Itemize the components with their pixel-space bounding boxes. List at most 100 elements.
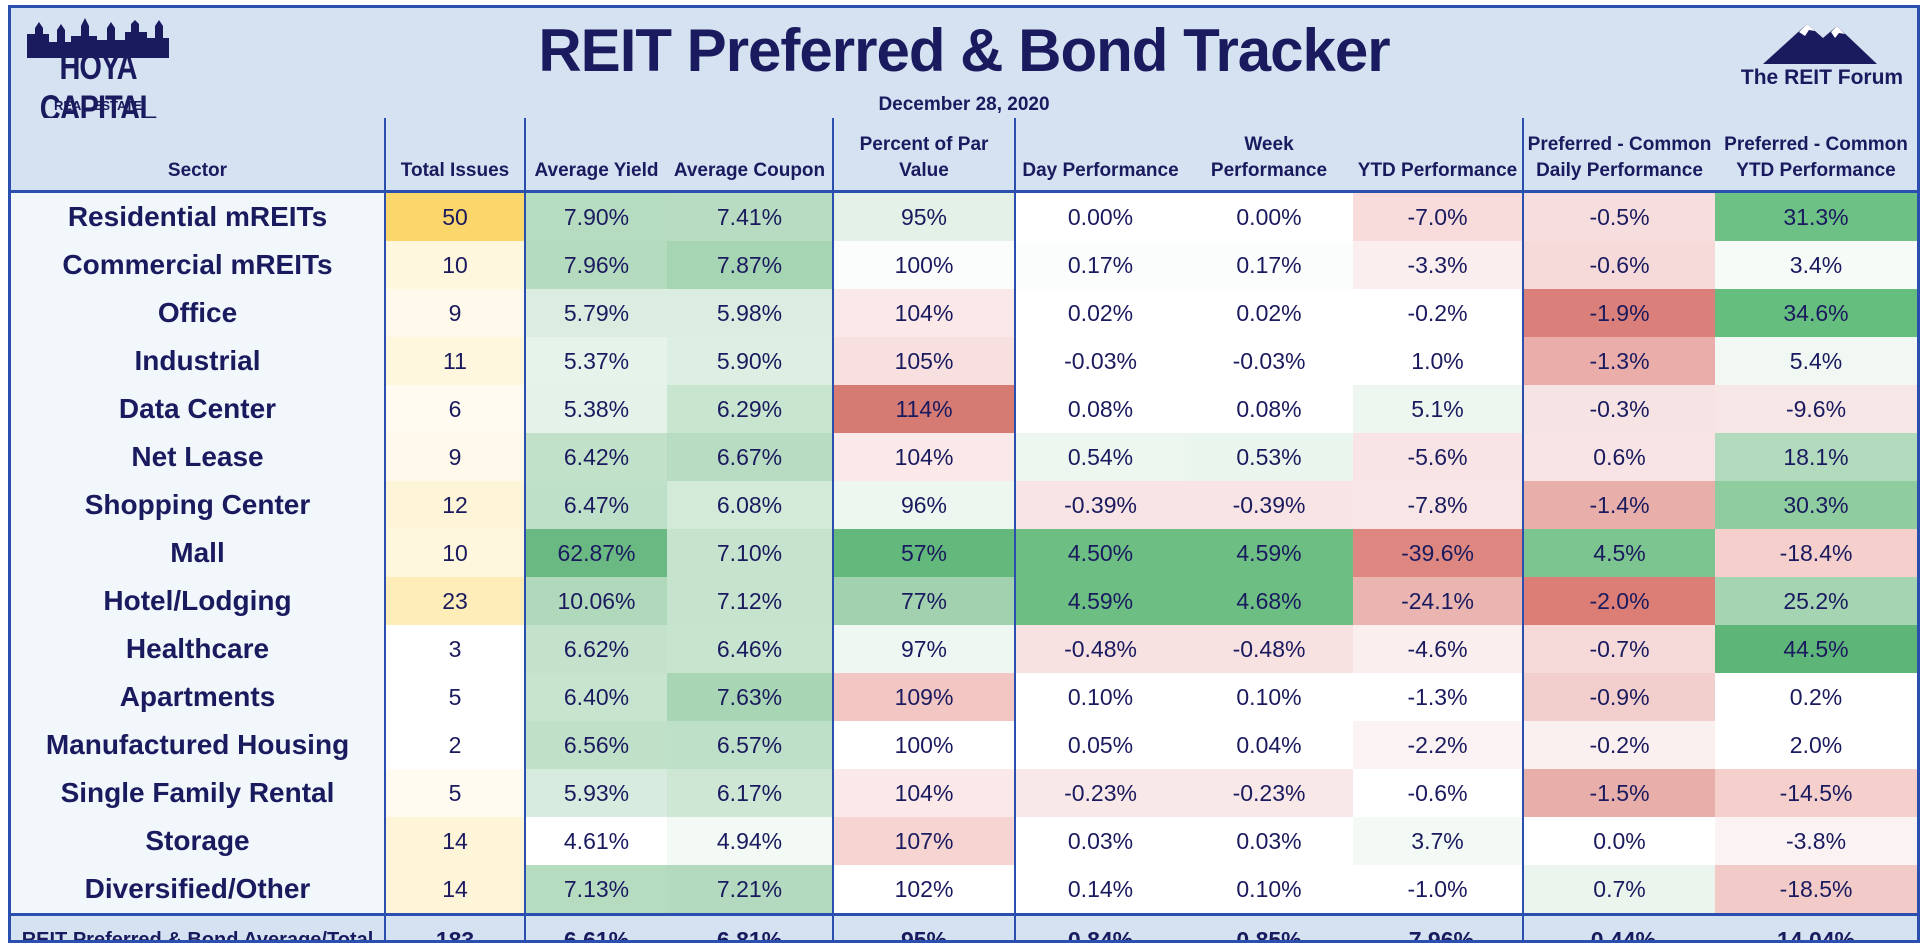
value-cell: 6.08% <box>667 481 833 529</box>
value-cell: -0.5% <box>1522 190 1715 241</box>
value-cell: -3.8% <box>1715 817 1917 865</box>
value-cell: 7.12% <box>667 577 833 625</box>
value-cell: 6.62% <box>524 625 667 673</box>
table-row: Net Lease 9 6.42% 6.67% 104% 0.54% 0.53% -5.6% 0… <box>11 433 1917 481</box>
sector-cell: Manufactured Housing <box>11 721 385 769</box>
value-cell: -18.4% <box>1715 529 1917 577</box>
value-cell: -5.6% <box>1353 433 1523 481</box>
value-cell: 96% <box>832 481 1015 529</box>
value-cell: 6.56% <box>524 721 667 769</box>
column-header: Total Issues <box>384 118 525 192</box>
value-cell: 6.67% <box>667 433 833 481</box>
tracker-table: Sector Total Issues Average Yield Average C… <box>11 118 1917 940</box>
column-header: Percent of Par Value <box>832 118 1015 192</box>
table-row: Mall 10 62.87% 7.10% 57% 4.50% 4.59% -39.6% 4.5%… <box>11 529 1917 577</box>
value-cell: 10 <box>384 241 525 289</box>
total-value: 95% <box>832 913 1015 940</box>
value-cell: 0.53% <box>1185 433 1353 481</box>
sector-cell: Apartments <box>11 673 385 721</box>
sector-cell: Data Center <box>11 385 385 433</box>
value-cell: 14 <box>384 865 525 915</box>
table-row: Single Family Rental 5 5.93% 6.17% 104% -0.23… <box>11 769 1917 817</box>
value-cell: 7.63% <box>667 673 833 721</box>
value-cell: 102% <box>832 865 1015 915</box>
value-cell: 5.1% <box>1353 385 1523 433</box>
sector-cell: Net Lease <box>11 433 385 481</box>
value-cell: 0.6% <box>1522 433 1715 481</box>
table-row: Data Center 6 5.38% 6.29% 114% 0.08% 0.08% 5.1%… <box>11 385 1917 433</box>
total-value: -7.96% <box>1353 913 1523 940</box>
value-cell: 0.00% <box>1185 190 1353 241</box>
column-header: Week Performance <box>1185 118 1353 192</box>
value-cell: -0.48% <box>1185 625 1353 673</box>
value-cell: 0.03% <box>1014 817 1185 865</box>
value-cell: 0.10% <box>1185 865 1353 915</box>
value-cell: -24.1% <box>1353 577 1523 625</box>
table-row: Shopping Center 12 6.47% 6.08% 96% -0.39% -0.3… <box>11 481 1917 529</box>
value-cell: 30.3% <box>1715 481 1917 529</box>
total-value: 14.04% <box>1715 913 1917 940</box>
value-cell: 0.17% <box>1185 241 1353 289</box>
value-cell: 105% <box>832 337 1015 385</box>
total-value: -0.44% <box>1522 913 1715 940</box>
value-cell: 7.21% <box>667 865 833 915</box>
value-cell: 100% <box>832 721 1015 769</box>
value-cell: 5.38% <box>524 385 667 433</box>
value-cell: 6.29% <box>667 385 833 433</box>
value-cell: -1.3% <box>1353 673 1523 721</box>
table-row: Industrial 11 5.37% 5.90% 105% -0.03% -0.03% 1.… <box>11 337 1917 385</box>
value-cell: -2.2% <box>1353 721 1523 769</box>
total-label: REIT Preferred & Bond Average/Total <box>11 913 385 940</box>
value-cell: 12 <box>384 481 525 529</box>
value-cell: 6 <box>384 385 525 433</box>
value-cell: -1.3% <box>1522 337 1715 385</box>
value-cell: -1.4% <box>1522 481 1715 529</box>
value-cell: 0.05% <box>1014 721 1185 769</box>
value-cell: 44.5% <box>1715 625 1917 673</box>
header: HOYA CAPITAL REAL ESTATE REIT Preferred … <box>11 8 1917 129</box>
value-cell: 4.94% <box>667 817 833 865</box>
value-cell: -9.6% <box>1715 385 1917 433</box>
mountain-icon <box>1763 24 1877 64</box>
page-title: REIT Preferred & Bond Tracker <box>538 17 1390 84</box>
sector-cell: Residential mREITs <box>11 190 385 241</box>
value-cell: 0.2% <box>1715 673 1917 721</box>
total-value: 0.85% <box>1185 913 1353 940</box>
logo-left-line2: REAL ESTATE <box>53 98 143 113</box>
value-cell: 18.1% <box>1715 433 1917 481</box>
value-cell: 9 <box>384 289 525 337</box>
total-value: 6.81% <box>667 913 833 940</box>
value-cell: 25.2% <box>1715 577 1917 625</box>
logo-right-text: The REIT Forum <box>1740 66 1904 89</box>
value-cell: 4.59% <box>1185 529 1353 577</box>
value-cell: -0.9% <box>1522 673 1715 721</box>
value-cell: 3.4% <box>1715 241 1917 289</box>
value-cell: 50 <box>384 190 525 241</box>
table-row: Healthcare 3 6.62% 6.46% 97% -0.48% -0.48% -4.6… <box>11 625 1917 673</box>
value-cell: 6.47% <box>524 481 667 529</box>
value-cell: 7.90% <box>524 190 667 241</box>
column-header: Sector <box>11 118 385 192</box>
sector-cell: Healthcare <box>11 625 385 673</box>
value-cell: 0.03% <box>1185 817 1353 865</box>
column-header: Preferred - Common Daily Performance <box>1522 118 1715 192</box>
value-cell: 104% <box>832 289 1015 337</box>
value-cell: 7.10% <box>667 529 833 577</box>
table-row: Apartments 5 6.40% 7.63% 109% 0.10% 0.10% -1.3%… <box>11 673 1917 721</box>
value-cell: 10 <box>384 529 525 577</box>
value-cell: -0.7% <box>1522 625 1715 673</box>
value-cell: 1.0% <box>1353 337 1523 385</box>
value-cell: 34.6% <box>1715 289 1917 337</box>
value-cell: 0.0% <box>1522 817 1715 865</box>
value-cell: 3 <box>384 625 525 673</box>
value-cell: -0.39% <box>1014 481 1185 529</box>
value-cell: -1.5% <box>1522 769 1715 817</box>
value-cell: 5.93% <box>524 769 667 817</box>
value-cell: -0.6% <box>1353 769 1523 817</box>
value-cell: -1.0% <box>1353 865 1523 915</box>
value-cell: 0.08% <box>1185 385 1353 433</box>
value-cell: 7.41% <box>667 190 833 241</box>
sector-cell: Industrial <box>11 337 385 385</box>
value-cell: 77% <box>832 577 1015 625</box>
sector-cell: Office <box>11 289 385 337</box>
